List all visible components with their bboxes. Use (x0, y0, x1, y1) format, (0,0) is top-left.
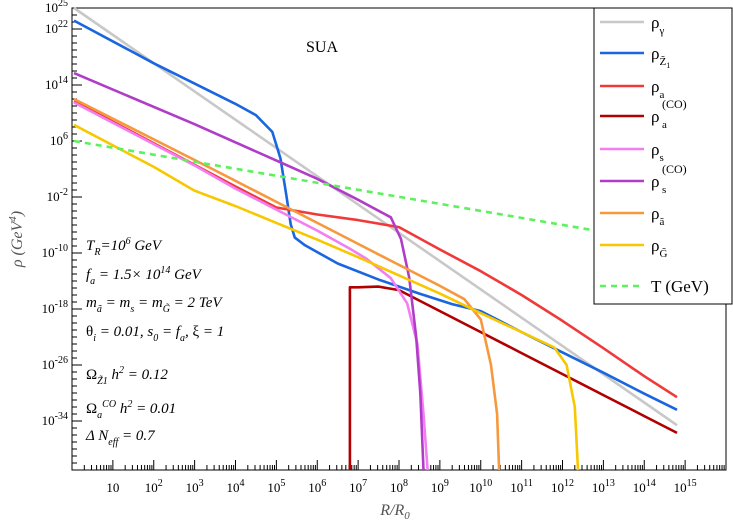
legend-label-rho_G: ρG̃ (651, 236, 667, 260)
x-tick-label: 1014 (633, 478, 656, 495)
x-tick-label: 106 (308, 478, 326, 495)
annotation-TR: TR=106 GeV (86, 236, 163, 258)
x-tick-label: 108 (390, 478, 408, 495)
x-tick-label: 1011 (510, 478, 533, 495)
x-tick-label: 107 (349, 478, 367, 495)
series-layer (73, 6, 678, 471)
y-tick-label: 10-10 (42, 243, 68, 260)
series-line-rho_a (73, 99, 678, 399)
x-tick-label: 104 (227, 478, 245, 495)
y-tick-label: 1014 (45, 75, 68, 92)
y-tick-labels: 1025 1022 1014 106 10-2 10-10 10-18 10-26 10-34 (42, 0, 68, 428)
series-line-rho_gamma (73, 6, 678, 427)
plot-title: SUA (306, 39, 338, 56)
x-axis-title: R/R0 (379, 502, 410, 522)
annotation-dneff: Δ Neff = 0.7 (85, 428, 156, 448)
x-minor-ticks (71, 460, 725, 470)
x-tick-label: 1013 (592, 478, 615, 495)
x-tick-label: 1015 (674, 478, 697, 495)
y-tick-label: 10-34 (42, 411, 68, 428)
x-tick-label: 1012 (551, 478, 574, 495)
x-tick-label: 10 (106, 480, 119, 495)
legend-label-rho_a_co: ρ(CO) a (651, 97, 687, 131)
annotation-theta: θi = 0.01, s0 = fa, ξ = 1 (86, 324, 224, 344)
legend-label-rho_atilde: ρã (651, 204, 664, 228)
y-tick-label: 10-26 (42, 355, 68, 372)
legend-label-rho_a: ρa (651, 77, 664, 101)
series-line-rho_atilde (73, 97, 501, 471)
y-tick-label: 10-18 (42, 299, 68, 316)
annotation-omega_a: ΩaCO h2 = 0.01 (86, 399, 176, 421)
legend: ργ ρZ̃1 ρaρ(CO) a ρsρ(CO) s ρã ρG̃ T (GeV) (593, 7, 733, 305)
parameter-annotations: TR=106 GeV fa = 1.5× 1014 GeV mã = ms = mG… (85, 236, 224, 448)
x-tick-label: 1010 (469, 478, 492, 495)
legend-label-rho_s: ρs (651, 140, 664, 164)
y-axis-title: ρ (GeV4) (7, 211, 26, 268)
legend-box (593, 7, 733, 305)
y-tick-label: 1022 (45, 19, 68, 36)
y-tick-label: 10-2 (47, 187, 68, 204)
annotation-fa: fa = 1.5× 1014 GeV (86, 265, 203, 287)
x-tick-label: 103 (186, 478, 204, 495)
annotation-masses: mã = ms = mG̃ = 2 TeV (86, 295, 223, 315)
x-tick-labels: 10 102 103 104 105 106 107 108 109 1010 1011 1012 10… (106, 478, 696, 495)
series-line-rho_G (73, 123, 580, 471)
y-tick-label: 106 (50, 131, 68, 148)
legend-label-rho_z1: ρZ̃1 (651, 44, 670, 70)
x-tick-label: 109 (431, 478, 449, 495)
x-tick-label: 105 (267, 478, 285, 495)
legend-label-rho_s_co: ρ(CO) s (651, 162, 687, 196)
y-minor-ticks (72, 7, 82, 471)
y-tick-label: 1025 (45, 0, 68, 15)
series-line-rho_a_co (348, 285, 678, 470)
annotation-omega_z: ΩZ̃1 h2 = 0.12 (86, 365, 168, 387)
x-tick-label: 102 (145, 478, 163, 495)
legend-label-rho_gamma: ργ (651, 13, 664, 37)
series-line-T (73, 139, 678, 246)
legend-label-T: T (GeV) (651, 277, 709, 296)
series-line-rho_s_co (73, 71, 425, 471)
